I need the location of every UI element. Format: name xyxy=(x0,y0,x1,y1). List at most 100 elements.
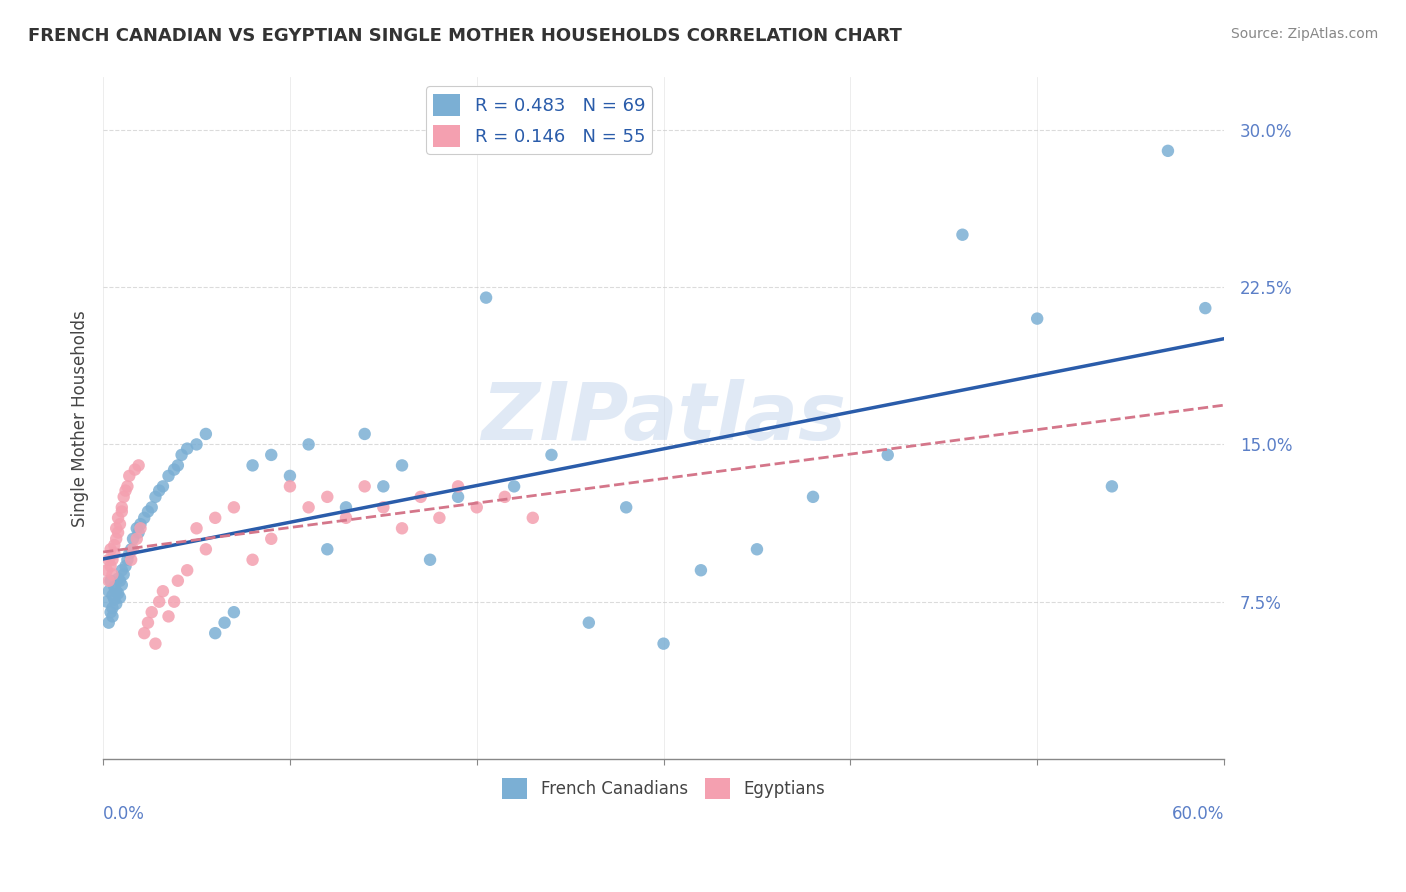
Point xyxy=(107,586,129,600)
Point xyxy=(409,490,432,504)
Point xyxy=(101,567,124,582)
Point xyxy=(105,597,128,611)
Point xyxy=(100,574,122,588)
Point xyxy=(120,553,142,567)
Point xyxy=(134,626,156,640)
Point xyxy=(176,442,198,456)
Point xyxy=(391,458,413,473)
Point xyxy=(353,479,375,493)
Point xyxy=(122,542,145,557)
Point xyxy=(876,448,898,462)
Point xyxy=(97,553,120,567)
Point xyxy=(111,563,134,577)
Point xyxy=(129,521,152,535)
Point xyxy=(335,500,357,515)
Point xyxy=(100,542,122,557)
Y-axis label: Single Mother Households: Single Mother Households xyxy=(72,310,89,526)
Point xyxy=(103,592,125,607)
Point xyxy=(170,448,193,462)
Point xyxy=(163,595,186,609)
Point xyxy=(222,605,245,619)
Point xyxy=(278,469,301,483)
Point xyxy=(134,511,156,525)
Point xyxy=(316,542,339,557)
Point xyxy=(105,532,128,546)
Point xyxy=(111,500,134,515)
Point xyxy=(278,479,301,493)
Point xyxy=(148,483,170,498)
Text: 0.0%: 0.0% xyxy=(103,805,145,823)
Point xyxy=(298,437,321,451)
Point xyxy=(96,595,118,609)
Point xyxy=(97,574,120,588)
Point xyxy=(141,500,163,515)
Text: ZIPatlas: ZIPatlas xyxy=(481,379,846,458)
Point xyxy=(129,517,152,532)
Point xyxy=(204,626,226,640)
Point xyxy=(186,437,208,451)
Point xyxy=(194,426,217,441)
Point xyxy=(522,511,544,525)
Point xyxy=(128,525,150,540)
Point xyxy=(120,542,142,557)
Point xyxy=(101,601,124,615)
Point xyxy=(103,538,125,552)
Text: FRENCH CANADIAN VS EGYPTIAN SINGLE MOTHER HOUSEHOLDS CORRELATION CHART: FRENCH CANADIAN VS EGYPTIAN SINGLE MOTHE… xyxy=(28,27,903,45)
Point xyxy=(103,546,125,560)
Point xyxy=(1101,479,1123,493)
Point xyxy=(242,553,264,567)
Point xyxy=(112,567,135,582)
Point xyxy=(117,479,139,493)
Point xyxy=(614,500,637,515)
Point xyxy=(952,227,974,242)
Point xyxy=(242,458,264,473)
Point xyxy=(1194,301,1216,315)
Point xyxy=(103,580,125,594)
Point xyxy=(373,479,395,493)
Point xyxy=(429,511,451,525)
Point xyxy=(176,563,198,577)
Point xyxy=(100,559,122,574)
Point xyxy=(503,479,526,493)
Point xyxy=(114,483,136,498)
Point xyxy=(353,426,375,441)
Point xyxy=(152,584,174,599)
Point xyxy=(107,572,129,586)
Point xyxy=(186,521,208,535)
Point xyxy=(97,584,120,599)
Point xyxy=(194,542,217,557)
Point xyxy=(111,578,134,592)
Point xyxy=(107,525,129,540)
Point xyxy=(105,584,128,599)
Point xyxy=(157,609,180,624)
Point xyxy=(101,553,124,567)
Point xyxy=(166,574,188,588)
Point xyxy=(100,605,122,619)
Point xyxy=(108,574,131,588)
Point xyxy=(298,500,321,515)
Point xyxy=(447,490,470,504)
Point xyxy=(260,448,283,462)
Point xyxy=(447,479,470,493)
Point xyxy=(1026,311,1049,326)
Point xyxy=(373,500,395,515)
Point xyxy=(163,462,186,476)
Point xyxy=(578,615,600,630)
Point xyxy=(145,637,167,651)
Point xyxy=(222,500,245,515)
Point xyxy=(419,553,441,567)
Point xyxy=(475,291,498,305)
Point xyxy=(652,637,675,651)
Point xyxy=(101,609,124,624)
Point xyxy=(1157,144,1180,158)
Point xyxy=(105,521,128,535)
Point xyxy=(801,490,824,504)
Point xyxy=(465,500,488,515)
Point xyxy=(148,595,170,609)
Point xyxy=(204,511,226,525)
Legend: French Canadians, Egyptians: French Canadians, Egyptians xyxy=(496,772,831,805)
Point xyxy=(157,469,180,483)
Point xyxy=(214,615,236,630)
Point xyxy=(118,546,141,560)
Point xyxy=(118,469,141,483)
